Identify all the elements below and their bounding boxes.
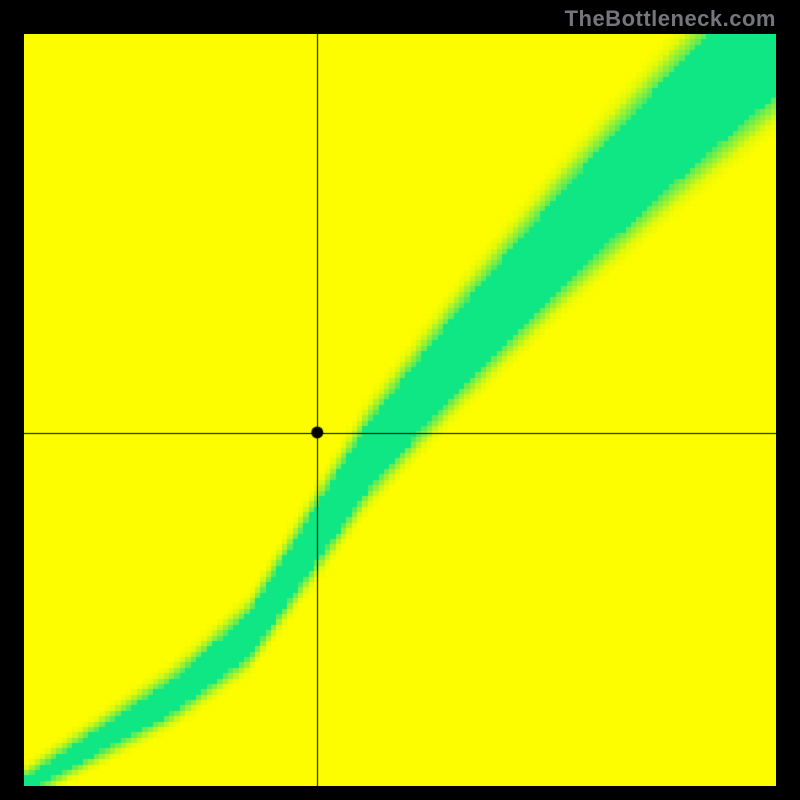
- bottleneck-heatmap: [24, 34, 776, 786]
- watermark-text: TheBottleneck.com: [565, 6, 776, 32]
